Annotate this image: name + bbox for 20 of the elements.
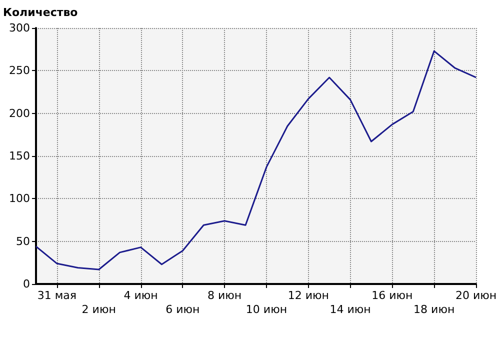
x-tick-label: 2 июн bbox=[82, 303, 116, 316]
y-tick-label: 200 bbox=[9, 106, 30, 120]
x-tick-label: 8 июн bbox=[208, 289, 242, 302]
x-tick-label: 31 мая bbox=[37, 289, 77, 302]
x-tick-label: 18 июн bbox=[414, 303, 455, 316]
x-tick-label: 14 июн bbox=[330, 303, 371, 316]
x-tick-label: 16 июн bbox=[372, 289, 413, 302]
line-series bbox=[35, 50, 477, 270]
x-tick-label: 10 июн bbox=[246, 303, 288, 316]
y-tick-label: 0 bbox=[23, 278, 30, 290]
x-tick-label: 6 июн bbox=[166, 303, 200, 316]
y-tick-label: 100 bbox=[9, 192, 30, 206]
x-tick-label: 12 июн bbox=[288, 289, 329, 302]
y-tick-label: 50 bbox=[16, 234, 30, 248]
y-tick-label: 250 bbox=[9, 64, 30, 78]
x-tick-label: 4 июн bbox=[124, 289, 158, 302]
y-axis-title: Количество bbox=[3, 6, 78, 19]
x-tick-label: 20 июн bbox=[455, 289, 497, 302]
y-tick-label: 150 bbox=[9, 150, 30, 162]
y-tick-label: 300 bbox=[9, 22, 30, 34]
